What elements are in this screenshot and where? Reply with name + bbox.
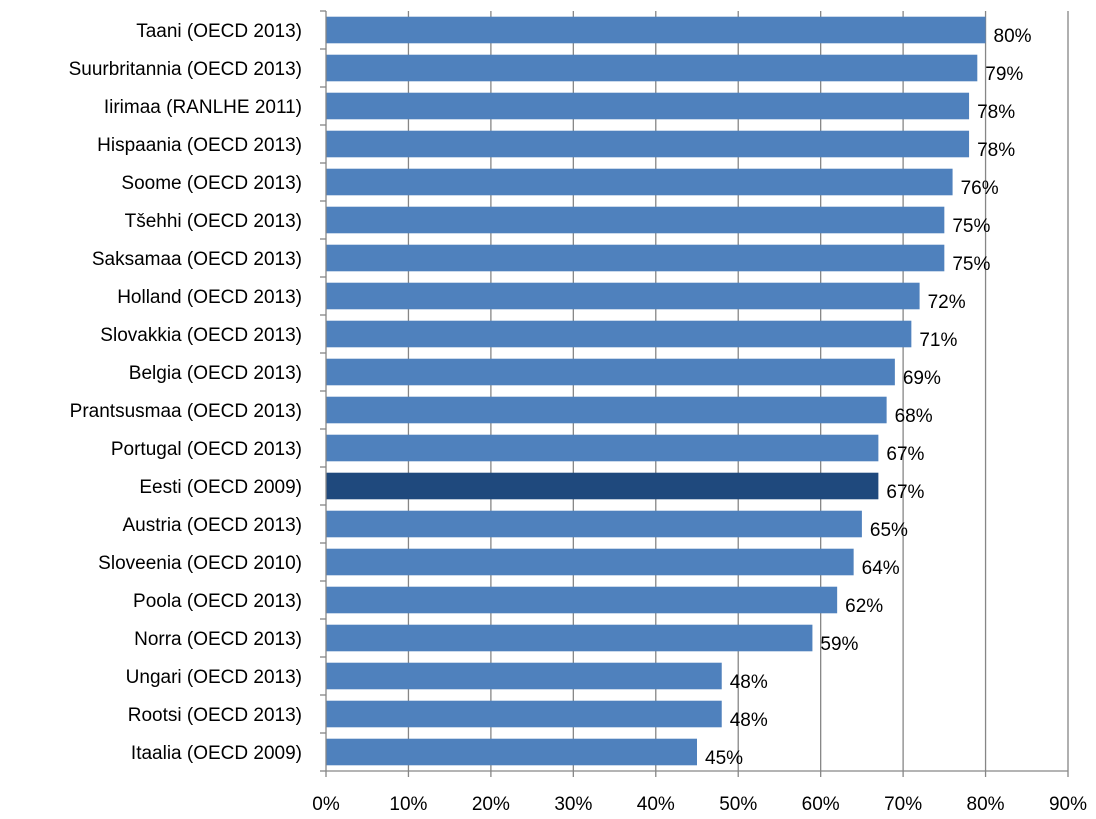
grid-lines <box>407 11 1069 771</box>
data-label: 78% <box>977 140 1015 161</box>
bar <box>326 206 945 234</box>
bar <box>326 586 838 614</box>
data-label: 65% <box>870 520 908 541</box>
category-label: Norra (OECD 2013) <box>134 629 302 650</box>
category-label: Sloveenia (OECD 2010) <box>98 553 302 574</box>
category-label: Rootsi (OECD 2013) <box>128 705 302 726</box>
bar <box>326 130 970 158</box>
data-label: 78% <box>977 102 1015 123</box>
data-label: 64% <box>862 558 900 579</box>
bar <box>326 738 697 766</box>
x-tick-label: 80% <box>967 794 1005 815</box>
category-label: Portugal (OECD 2013) <box>111 439 302 460</box>
bar <box>326 54 978 82</box>
x-tick-label: 30% <box>554 794 592 815</box>
bar <box>326 700 722 728</box>
data-label: 80% <box>994 26 1032 47</box>
bar <box>326 320 912 348</box>
x-tick-label: 20% <box>472 794 510 815</box>
category-label: Belgia (OECD 2013) <box>129 363 302 384</box>
x-tick-label: 60% <box>802 794 840 815</box>
x-tick-label: 70% <box>884 794 922 815</box>
data-label: 72% <box>928 292 966 313</box>
bar <box>326 434 879 462</box>
x-tick-label: 40% <box>637 794 675 815</box>
bars <box>326 16 986 766</box>
data-label: 45% <box>705 748 743 769</box>
data-label: 67% <box>886 444 924 465</box>
x-tick-label: 90% <box>1049 794 1087 815</box>
category-label: Taani (OECD 2013) <box>136 21 302 42</box>
category-label: Poola (OECD 2013) <box>133 591 302 612</box>
bar-highlighted <box>326 472 879 500</box>
x-tick-label: 10% <box>389 794 427 815</box>
data-label: 69% <box>903 368 941 389</box>
x-tick-label: 50% <box>719 794 757 815</box>
data-label: 79% <box>985 64 1023 85</box>
bar <box>326 282 920 310</box>
bar <box>326 396 887 424</box>
data-label: 76% <box>961 178 999 199</box>
bar <box>326 16 986 44</box>
bar <box>326 168 953 196</box>
bar <box>326 624 813 652</box>
category-label: Tšehhi (OECD 2013) <box>125 211 302 232</box>
bar <box>326 92 970 120</box>
bar <box>326 510 862 538</box>
category-label: Saksamaa (OECD 2013) <box>92 249 302 270</box>
category-label: Holland (OECD 2013) <box>117 287 302 308</box>
category-label: Ungari (OECD 2013) <box>126 667 302 688</box>
category-label: Austria (OECD 2013) <box>122 515 302 536</box>
bar <box>326 358 895 386</box>
category-label: Hispaania (OECD 2013) <box>97 135 302 156</box>
data-label: 71% <box>919 330 957 351</box>
category-label: Itaalia (OECD 2009) <box>131 743 302 764</box>
category-label: Iirimaa (RANLHE 2011) <box>104 97 302 118</box>
labels: 0% 10% 20% 30% 40% 50% 60% 70% 80% 90% Taani (OECD… <box>69 21 1088 815</box>
bar <box>326 244 945 272</box>
category-label: Soome (OECD 2013) <box>121 173 302 194</box>
data-label: 62% <box>845 596 883 617</box>
x-tick-label: 0% <box>312 794 340 815</box>
data-label: 67% <box>886 482 924 503</box>
data-label: 48% <box>730 710 768 731</box>
data-label: 75% <box>952 216 990 237</box>
data-label: 48% <box>730 672 768 693</box>
category-label: Eesti (OECD 2009) <box>139 477 302 498</box>
bar <box>326 662 722 690</box>
category-label: Prantsusmaa (OECD 2013) <box>70 401 302 422</box>
category-label: Suurbritannia (OECD 2013) <box>69 59 302 80</box>
data-label: 68% <box>895 406 933 427</box>
bar <box>326 548 854 576</box>
data-label: 59% <box>820 634 858 655</box>
data-label: 75% <box>952 254 990 275</box>
axes <box>320 10 1069 777</box>
category-label: Slovakkia (OECD 2013) <box>100 325 302 346</box>
